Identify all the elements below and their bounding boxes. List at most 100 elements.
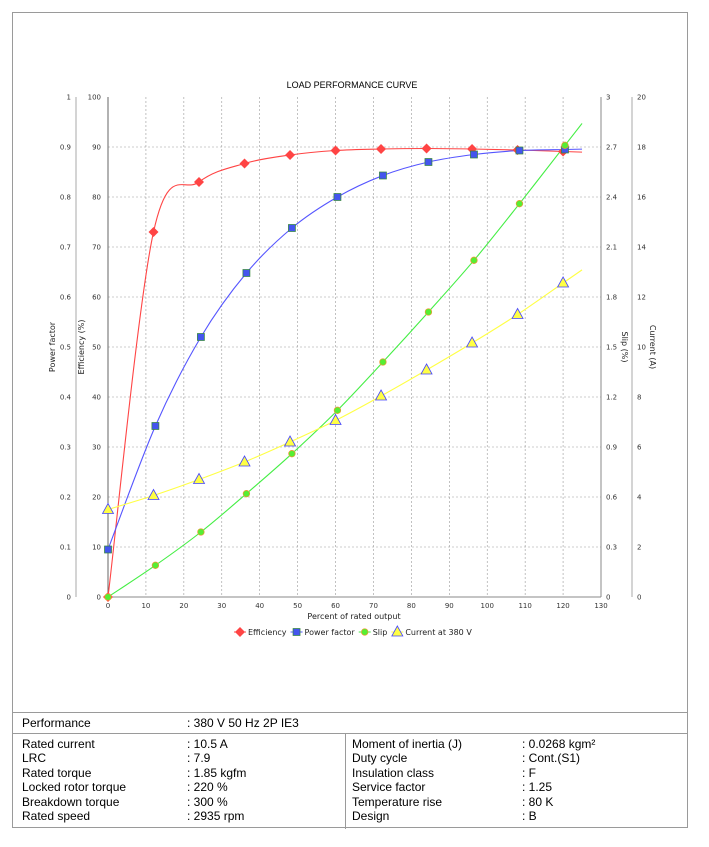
- load-performance-chart: LOAD PERFORMANCE CURVE 0 10 20 30 40 50 60 70 80…: [48, 80, 657, 637]
- slip-point: [424, 308, 433, 316]
- current-at-380-v-point: [420, 363, 433, 375]
- spec-label: LRC: [22, 751, 47, 766]
- legend-diamond-icon: [235, 627, 245, 637]
- current-at-380-v-point: [465, 336, 479, 348]
- power-factor-point: [288, 224, 296, 232]
- current-at-380-v-point: [329, 413, 342, 425]
- current-at-380-v-point: [192, 472, 206, 484]
- spec-value: : Cont.(S1): [522, 751, 581, 766]
- power-factor-tick-label: 0.5: [60, 344, 71, 352]
- spec-value: : F: [522, 765, 536, 780]
- x-tick-label: 60: [331, 602, 340, 610]
- x-tick-label: 10: [141, 602, 150, 610]
- current-tick-label: 18: [637, 144, 646, 152]
- spec-value: : 7.9: [187, 751, 211, 766]
- spec-value: : 2935 rpm: [187, 809, 245, 823]
- power-factor-tick-label: 0.2: [60, 494, 71, 502]
- current-tick-label: 2: [637, 544, 641, 552]
- slip-axis-label: Slip (%): [620, 332, 629, 363]
- x-tick-label: 130: [594, 602, 607, 610]
- efficiency-point: [239, 158, 250, 169]
- spec-label: Moment of inertia (J): [352, 737, 463, 751]
- efficiency-point: [421, 143, 432, 154]
- efficiency-tick-label: 100: [88, 94, 101, 102]
- efficiency-point: [148, 227, 159, 237]
- slip-tick-label: 2.4: [606, 194, 618, 202]
- power-factor-point: [424, 158, 433, 166]
- slip-tick-label: 0.6: [606, 494, 618, 502]
- slip-tick-label: 3: [606, 94, 610, 102]
- legend-circle-icon: [361, 628, 369, 636]
- x-tick-label: 100: [481, 602, 494, 610]
- slip-point: [333, 406, 342, 414]
- spec-label: Insulation class: [352, 765, 435, 780]
- slip-point: [104, 593, 112, 601]
- power-factor-tick-label: 0.9: [60, 144, 71, 152]
- x-tick-label: 30: [217, 602, 226, 610]
- slip-point: [151, 561, 160, 569]
- power-factor-tick-label: 1: [67, 94, 71, 102]
- power-factor-point: [104, 545, 112, 554]
- column-divider: [345, 734, 346, 829]
- current-at-380-v-point: [511, 307, 524, 319]
- efficiency-tick-label: 0: [97, 594, 101, 602]
- power-factor-tick-label: 0.4: [60, 394, 72, 402]
- slip-tick-label: 0.9: [606, 444, 617, 452]
- legend-item: Current at 380 V: [391, 625, 472, 637]
- current-tick-label: 10: [637, 344, 646, 352]
- power-factor-tick-label: 0.7: [60, 244, 71, 252]
- spec-label: Service factor: [352, 780, 426, 795]
- power-factor-tick-label: 0.8: [60, 194, 71, 202]
- power-factor-point: [197, 333, 205, 341]
- slip-point: [515, 200, 524, 208]
- slip-point: [379, 358, 387, 366]
- spec-label: Breakdown torque: [22, 794, 120, 809]
- power-factor-point: [379, 171, 387, 180]
- grid: [108, 97, 601, 597]
- spec-label: Locked rotor torque: [22, 780, 127, 795]
- legend-item: Efficiency: [234, 627, 287, 637]
- efficiency-tick-label: 60: [92, 294, 101, 302]
- power-factor-tick-label: 0.1: [60, 544, 71, 552]
- performance-label: Performance: [22, 716, 91, 730]
- axes: 0 10 20 30 40 50 60 70 80 90 100 110 120 13000.10.20.…: [60, 94, 647, 611]
- markers: [101, 141, 570, 602]
- legend: Efficiency Power factor Slip Current at 380…: [234, 625, 472, 637]
- slip-tick-label: 2.7: [606, 144, 617, 152]
- current-axis-label: Current (A): [648, 325, 657, 369]
- legend-item: Slip: [358, 628, 388, 637]
- legend-label: Slip: [373, 628, 388, 637]
- spec-label: Rated current: [22, 737, 95, 751]
- spec-table: Performance : 380 V 50 Hz 2P IE3 Rated c…: [12, 712, 688, 829]
- efficiency-point: [285, 150, 296, 160]
- efficiency-tick-label: 30: [92, 444, 101, 452]
- slip-tick-label: 2.1: [606, 244, 617, 252]
- x-axis-label: Percent of rated output: [307, 612, 400, 621]
- legend-triangle-icon: [391, 625, 404, 637]
- efficiency-tick-label: 40: [92, 394, 101, 402]
- current-tick-label: 6: [637, 444, 642, 452]
- power-factor-tick-label: 0: [67, 594, 71, 602]
- power-factor-point: [151, 422, 160, 430]
- current-tick-label: 14: [637, 244, 646, 252]
- plot-area: [108, 97, 601, 597]
- slip-point: [470, 256, 478, 264]
- power-factor-tick-label: 0.3: [60, 444, 71, 452]
- x-tick-label: 20: [179, 602, 188, 610]
- x-tick-label: 120: [556, 602, 569, 610]
- x-tick-label: 0: [106, 602, 110, 610]
- spec-value: : 1.85 kgfm: [187, 765, 247, 780]
- power-factor-point: [333, 193, 342, 201]
- current-at-380-v-point: [101, 502, 115, 514]
- legend-item: Power factor: [290, 628, 355, 637]
- current-at-380-v-point: [556, 276, 570, 288]
- current-tick-label: 12: [637, 294, 646, 302]
- x-tick-label: 80: [407, 602, 416, 610]
- legend-square-icon: [292, 628, 301, 636]
- power-factor-point: [515, 146, 524, 155]
- spec-value: : 1.25: [522, 780, 553, 795]
- power-factor-point: [470, 150, 478, 159]
- current-at-380-v-point: [147, 488, 160, 500]
- slip-tick-label: 0: [606, 594, 610, 602]
- slip-point: [288, 450, 296, 458]
